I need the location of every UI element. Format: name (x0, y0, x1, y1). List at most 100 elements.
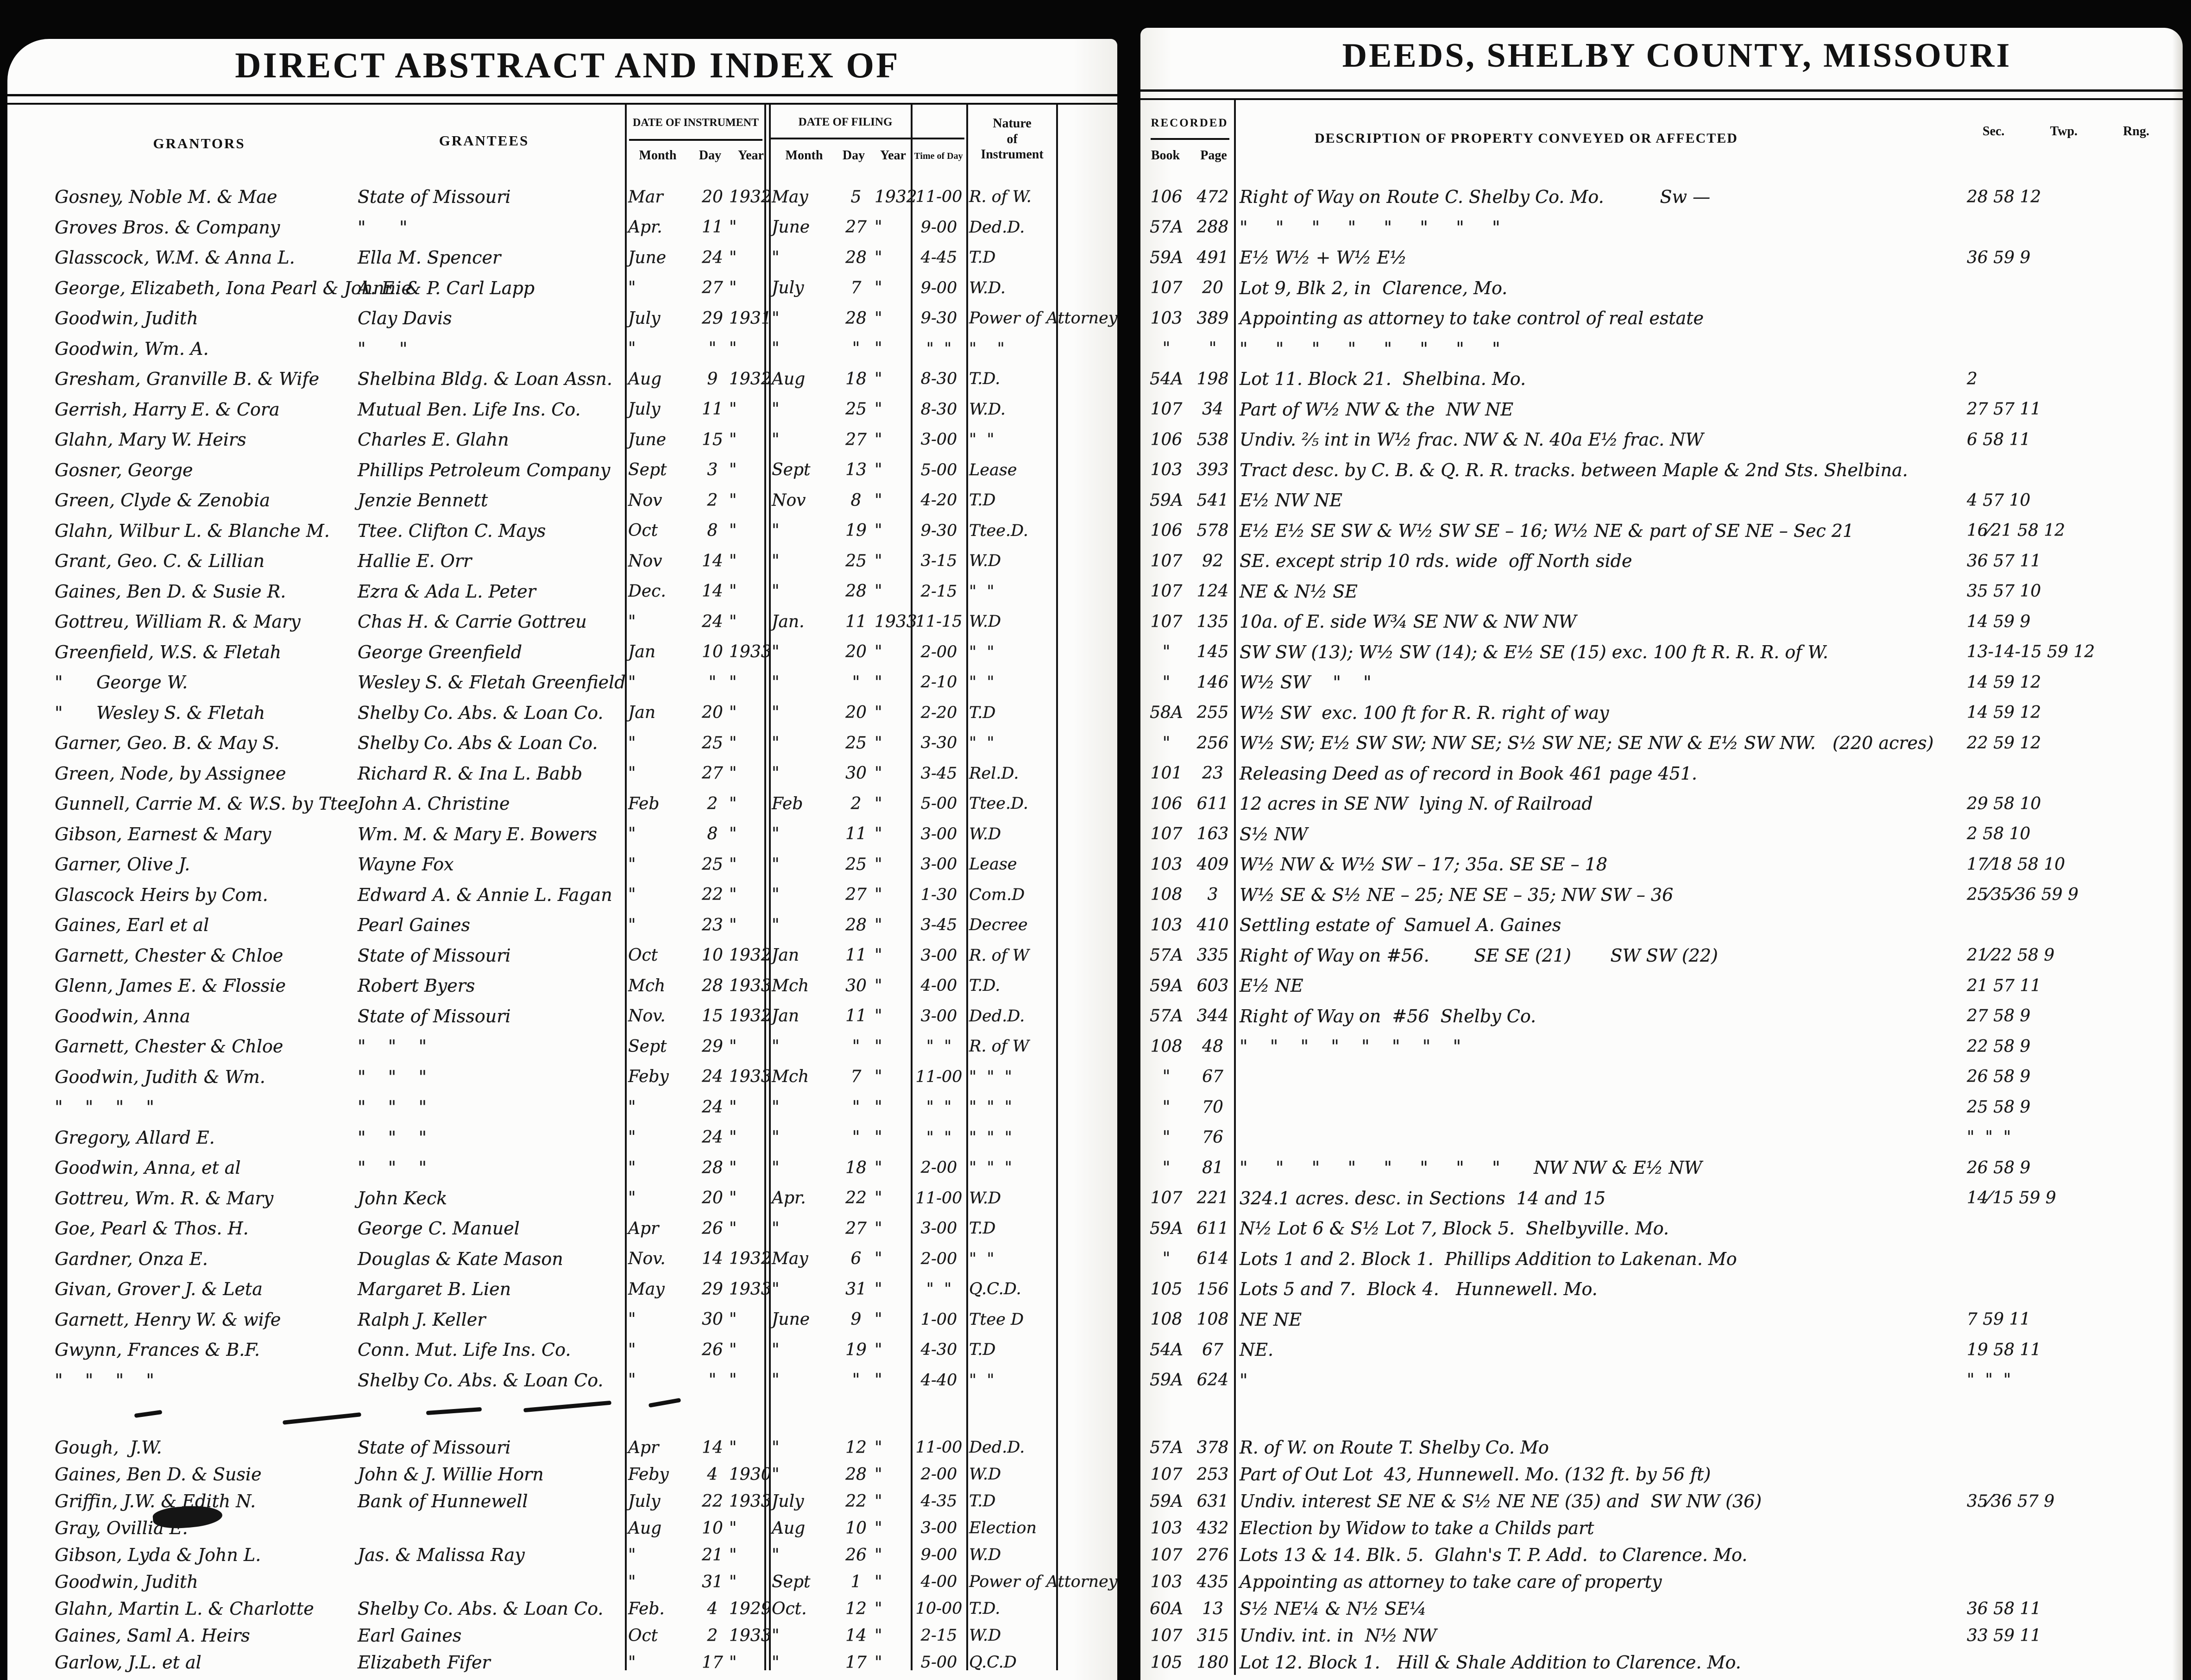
grantors-cell: Givan, Grover J. & Leta (55, 1279, 263, 1299)
grantors-cell: Garner, Olive J. (55, 854, 190, 875)
instrument-year-cell: " (729, 1097, 737, 1117)
grantors-cell: Greenfield, W.S. & Fletah (55, 642, 282, 662)
book-cell: " (1162, 673, 1171, 692)
grantors-cell: George, Elizabeth, Iona Pearl & Johnnie (55, 277, 412, 298)
filing-month-cell: " (772, 764, 780, 783)
page-cell: 135 (1196, 612, 1229, 631)
time-of-day-cell: 4-35 (920, 1492, 957, 1510)
instrument-day-cell: 3 (707, 460, 718, 479)
time-of-day-cell: 2-15 (920, 582, 957, 601)
nature-cell: Power of Attorney (969, 309, 1118, 327)
table-row: Gosner, George Phillips Petroleum Compan… (0, 455, 2191, 485)
page-cell: 20 (1202, 278, 1223, 297)
instrument-month-cell: " (628, 1097, 636, 1117)
grantees-cell: Wm. M. & Mary E. Bowers (358, 824, 597, 844)
instrument-year-cell: " (729, 1653, 737, 1672)
instrument-year-cell: " (729, 551, 737, 571)
filing-year-cell: " (875, 1545, 882, 1565)
filing-day-cell: 25 (845, 855, 867, 874)
filing-day-cell: 27 (845, 885, 867, 904)
table-row: Glasscock, W.M. & Anna L. Ella M. Spence… (0, 242, 2191, 273)
filing-month-cell: " (772, 1037, 780, 1056)
page-cell: 276 (1196, 1545, 1229, 1565)
instrument-month-cell: Feb (628, 794, 660, 813)
filing-month-cell: July (772, 1491, 804, 1511)
book-cell: 101 (1150, 764, 1183, 783)
table-row: Gerrish, Harry E. & Cora Mutual Ben. Lif… (0, 394, 2191, 425)
nature-cell: T.D (969, 491, 996, 510)
instrument-month-cell: Jan (628, 703, 656, 722)
instrument-month-cell: Apr (628, 1219, 659, 1238)
nature-cell: W.D. (969, 278, 1006, 297)
filing-year-cell: " (875, 673, 882, 692)
instrument-month-cell: Oct (628, 1626, 658, 1645)
time-of-day-cell: " " (926, 1280, 952, 1298)
time-of-day-cell: " " (926, 339, 952, 358)
instrument-year-cell: 1933 (729, 1067, 772, 1086)
instrument-day-cell: 23 (702, 915, 723, 935)
filing-year-cell: " (875, 369, 882, 389)
filing-month-cell: " (772, 1653, 780, 1672)
time-of-day-cell: 9-30 (920, 309, 957, 327)
sec-twp-rng-cell: 36 59 9 (1967, 248, 2031, 267)
grantees-cell: " " " (358, 1097, 427, 1117)
time-of-day-cell: 2-20 (920, 703, 957, 722)
nature-cell: T.D. (969, 1599, 1001, 1618)
sec-twp-rng-cell: 35⁄36 57 9 (1967, 1491, 2055, 1511)
grantees-cell: Edward A. & Annie L. Fagan (358, 884, 612, 905)
filing-month-cell: " (772, 521, 780, 540)
filing-day-cell: 6 (850, 1249, 862, 1268)
instrument-year-cell: 1932 (729, 946, 772, 965)
table-row: Gresham, Granville B. & Wife Shelbina Bl… (0, 364, 2191, 394)
sec-twp-rng-cell (1967, 455, 2171, 485)
column-rule (966, 105, 968, 1670)
description-cell: " " " " " " " " (1240, 1036, 1461, 1057)
page-cell: 611 (1196, 794, 1229, 813)
sec-twp-rng-cell: 21⁄22 58 9 (1967, 946, 2055, 965)
page-cell: 435 (1196, 1572, 1229, 1592)
instrument-year-cell: " (729, 460, 737, 479)
sec-twp-rng-cell: 21 57 11 (1967, 976, 2041, 995)
filing-year-cell: " (875, 521, 882, 540)
filing-year-cell: " (875, 1219, 882, 1238)
instrument-day-cell: " (708, 1371, 717, 1390)
filing-year-cell: " (875, 794, 882, 813)
table-row: Gregory, Allard E. " " " " 24 " " " " " … (0, 1122, 2191, 1153)
page-cell: 163 (1196, 824, 1229, 843)
grantees-cell: Elizabeth Fifer (358, 1652, 491, 1673)
grantees-cell: John A. Christine (358, 793, 510, 814)
filing-year-cell: " (875, 1626, 882, 1645)
description-cell (1240, 1062, 1990, 1092)
book-cell: 103 (1150, 1518, 1183, 1538)
grantors-cell: Gosney, Noble M. & Mae (55, 187, 277, 207)
filing-day-cell: " (852, 1037, 860, 1056)
page-cell: 156 (1196, 1279, 1229, 1299)
sec-twp-rng-cell (1967, 1432, 2171, 1463)
filing-year-cell: " (875, 885, 882, 904)
grantees-cell: Earl Gaines (358, 1625, 462, 1646)
grantees-cell: Ttee. Clifton C. Mays (358, 520, 546, 541)
table-row: Gardner, Onza E. Douglas & Kate Mason No… (0, 1244, 2191, 1274)
filing-year-cell: " (875, 1491, 882, 1511)
instrument-year-cell: " (729, 1545, 737, 1565)
grantors-cell: Glasscock, W.M. & Anna L. (55, 247, 295, 268)
grantors-cell: Gaines, Earl et al (55, 915, 209, 935)
filing-day-cell: 22 (845, 1491, 867, 1511)
instrument-day-cell: 27 (702, 764, 723, 783)
table-row: Green, Clyde & Zenobia Jenzie Bennett No… (0, 485, 2191, 516)
instrument-month-cell: Nov (628, 491, 662, 510)
time-of-day-cell: 4-00 (920, 976, 957, 995)
grantors-cell: Green, Clyde & Zenobia (55, 490, 270, 510)
filing-year-cell: " (875, 1249, 882, 1268)
sec-twp-rng-cell (1967, 758, 2171, 789)
description-cell: Lots 1 and 2. Block 1. Phillips Addition… (1240, 1248, 1737, 1269)
book-cell: 58A (1150, 703, 1183, 722)
nature-cell: W.D (969, 824, 1001, 843)
instrument-day-cell: 29 (702, 1279, 723, 1299)
instrument-day-cell: 20 (702, 703, 723, 722)
time-of-day-cell: 3-00 (920, 430, 957, 449)
grantors-cell: Groves Bros. & Company (55, 217, 280, 238)
time-of-day-cell: 2-00 (920, 1249, 957, 1268)
instrument-month-cell: Apr (628, 1438, 659, 1457)
filing-day-cell: 28 (845, 308, 867, 328)
